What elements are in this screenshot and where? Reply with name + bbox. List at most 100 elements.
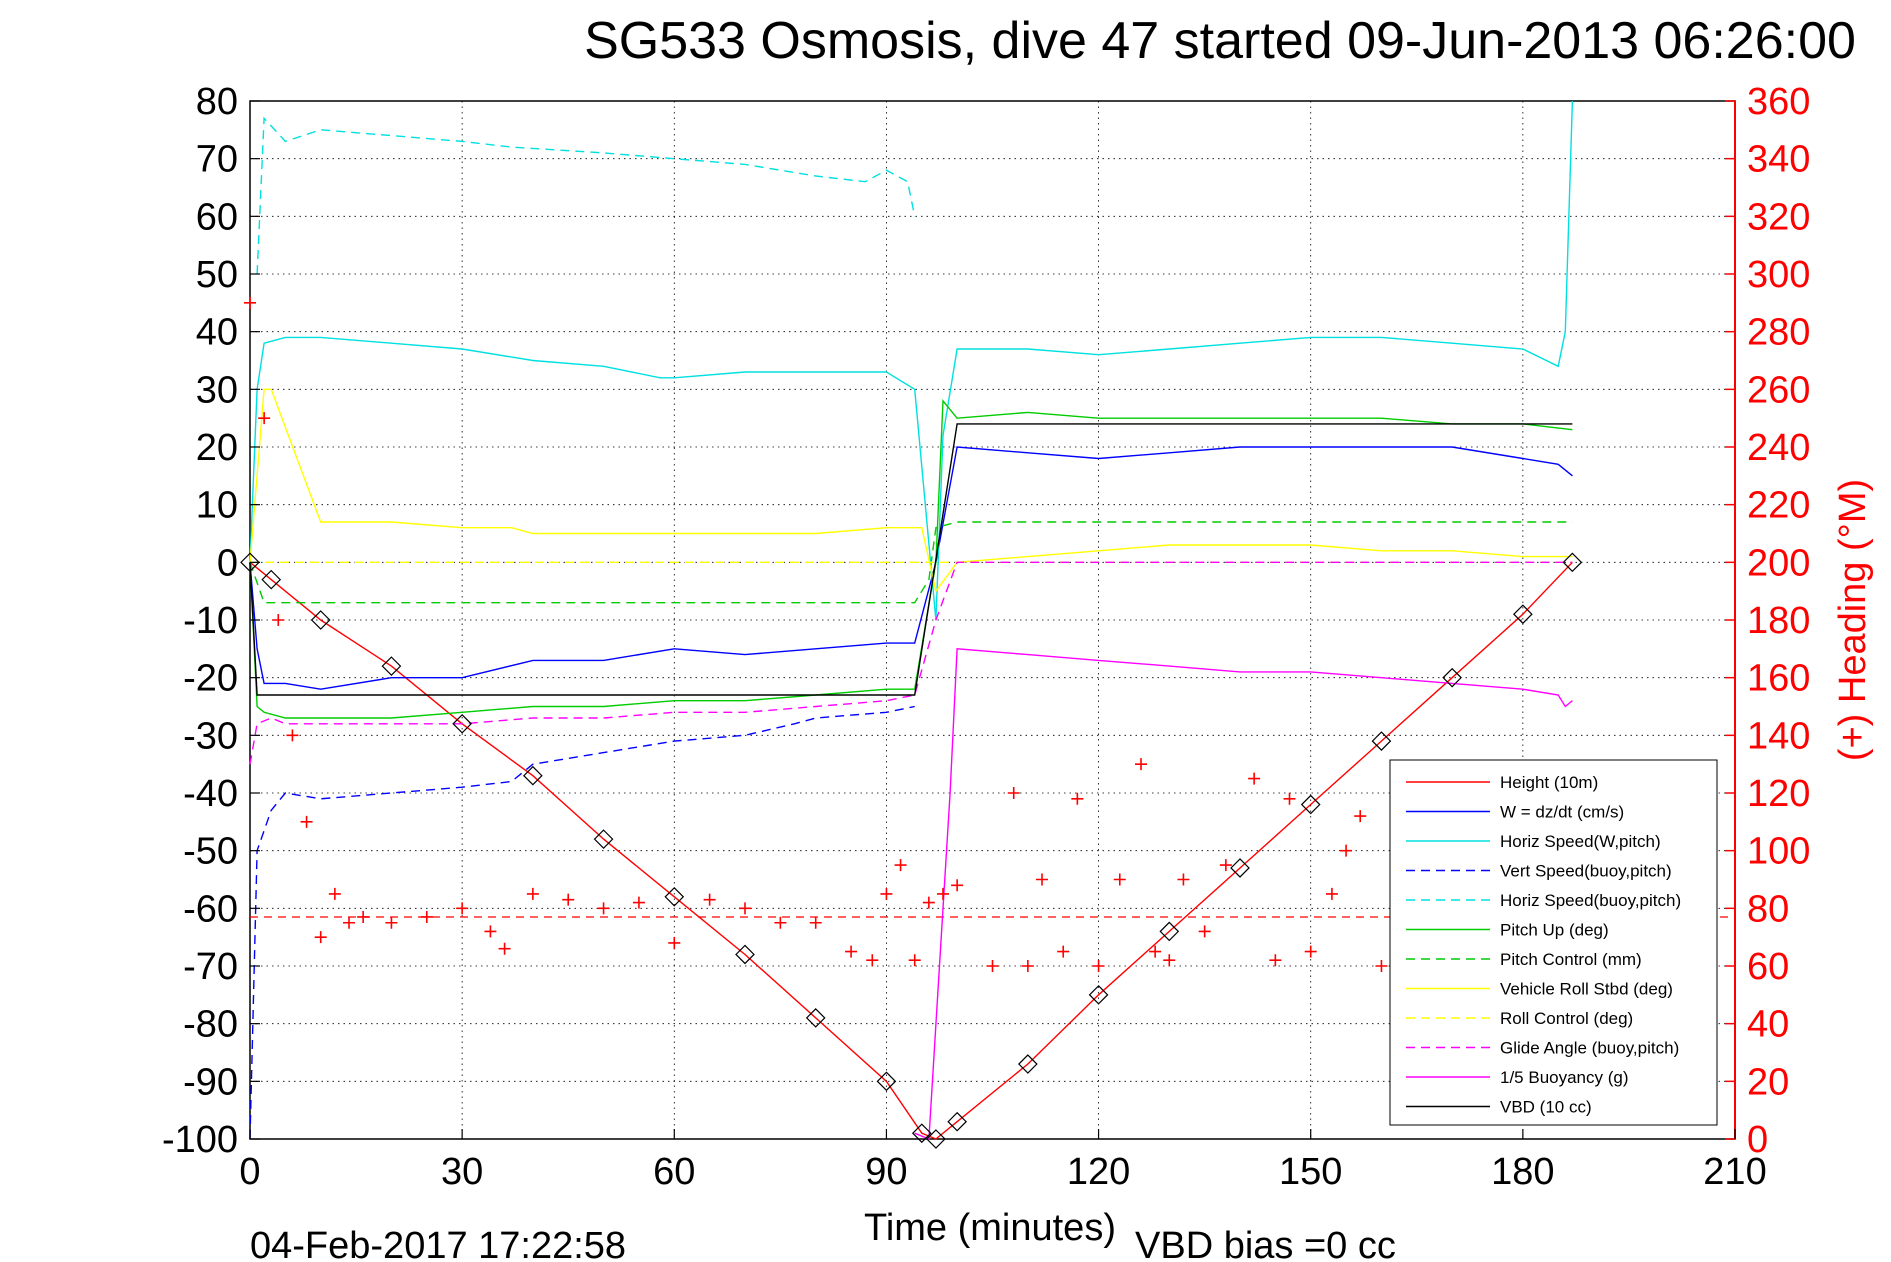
y-tick-label: 70 — [196, 139, 238, 181]
heading-marker — [1113, 873, 1126, 886]
heading-marker — [1375, 960, 1388, 972]
heading-marker — [456, 902, 469, 915]
heading-marker — [1269, 954, 1282, 967]
x-tick-label: 90 — [865, 1151, 907, 1193]
height-diamond-marker — [1562, 552, 1583, 573]
heading-marker — [385, 916, 398, 929]
heading-marker — [922, 896, 935, 909]
heading-marker — [1304, 945, 1317, 958]
y-tick-label: 30 — [196, 369, 238, 411]
heading-marker — [420, 910, 433, 923]
legend-label-vert-speed-buoy-pitch: Vert Speed(buoy,pitch) — [1500, 862, 1672, 881]
y2-tick-label: 20 — [1747, 1061, 1789, 1103]
legend-label-1-5-buoyancy-g: 1/5 Buoyancy (g) — [1500, 1068, 1629, 1087]
heading-marker — [597, 902, 610, 915]
right-y-axis-label: (+) Heading (°M) — [1832, 479, 1874, 761]
heading-marker — [1198, 925, 1211, 938]
series-vbd-10-cc — [249, 423, 1573, 696]
x-tick-label: 30 — [441, 1151, 483, 1193]
heading-marker — [1135, 758, 1147, 771]
y2-tick-label: 160 — [1747, 658, 1810, 700]
x-tick-label: 120 — [1067, 1151, 1130, 1193]
heading-marker — [986, 960, 999, 972]
heading-marker — [343, 916, 355, 929]
heading-marker — [300, 815, 313, 828]
heading-marker — [703, 893, 716, 906]
heading-marker — [1149, 945, 1162, 958]
y-tick-label: 60 — [196, 196, 238, 238]
heading-marker — [866, 954, 879, 967]
left-y-axis: -100-90-80-70-60-50-40-30-20-10010203040… — [162, 81, 260, 1161]
y-tick-label: -60 — [183, 888, 238, 930]
heading-marker — [357, 910, 370, 923]
legend-label-horiz-speed-buoy-pitch: Horiz Speed(buoy,pitch) — [1500, 891, 1681, 910]
y-tick-label: -90 — [183, 1061, 238, 1103]
y-tick-label: 40 — [196, 312, 238, 354]
chart-title: SG533 Osmosis, dive 47 started 09-Jun-20… — [584, 12, 1856, 70]
heading-marker — [1340, 844, 1353, 857]
y2-tick-label: 40 — [1747, 1004, 1789, 1046]
heading-marker — [498, 942, 511, 955]
y-tick-label: -10 — [183, 600, 238, 642]
heading-marker — [1007, 787, 1020, 799]
y-tick-label: -20 — [183, 658, 238, 700]
heading-marker — [774, 916, 787, 929]
heading-marker — [258, 412, 271, 425]
height-diamond-marker — [911, 1123, 932, 1144]
height-diamond-marker — [1442, 667, 1462, 688]
timestamp-footer: 04-Feb-2017 17:22:58 — [250, 1225, 626, 1262]
y-tick-label: -80 — [183, 1004, 238, 1046]
y-tick-label: -40 — [183, 773, 238, 815]
series-horiz-speed-buoy-pitch — [256, 116, 916, 275]
y2-tick-label: 300 — [1747, 254, 1810, 296]
legend-label-vbd-10-cc: VBD (10 cc) — [1500, 1098, 1592, 1117]
y2-tick-label: 100 — [1747, 831, 1810, 873]
heading-marker — [328, 887, 341, 900]
height-diamond-marker — [947, 1111, 967, 1132]
series-pitch-up-deg — [249, 399, 1573, 719]
y2-tick-label: 240 — [1747, 427, 1810, 469]
y2-tick-label: 0 — [1747, 1119, 1768, 1161]
heading-marker — [1248, 772, 1261, 785]
y2-tick-label: 60 — [1747, 946, 1789, 988]
heading-marker — [562, 893, 575, 906]
y2-tick-label: 220 — [1747, 485, 1810, 527]
right-y-axis: 0 20 40 60 80 100 120 140 160 180 200 220 240 260 280 3… — [1725, 81, 1810, 1161]
y-tick-label: 80 — [196, 81, 238, 123]
height-diamond-marker — [805, 1008, 826, 1028]
heading-marker — [951, 879, 964, 892]
y2-tick-label: 320 — [1747, 196, 1810, 238]
y-tick-label: 50 — [196, 254, 238, 296]
height-diamond-marker — [381, 656, 402, 676]
height-diamond-marker — [1300, 794, 1321, 815]
legend-label-horiz-speed-w-pitch: Horiz Speed(W,pitch) — [1500, 832, 1661, 851]
y2-tick-label: 360 — [1747, 81, 1810, 123]
vbd-bias-footer: VBD bias =0 cc — [1135, 1225, 1396, 1262]
x-tick-label: 210 — [1703, 1151, 1766, 1193]
x-axis: 0 30 60 90 120 150 180 210 — [239, 1129, 1767, 1193]
height-diamond-marker — [1159, 921, 1180, 942]
heading-marker — [1325, 887, 1338, 900]
heading-marker — [1163, 954, 1176, 967]
legend-label-roll-control-deg: Roll Control (deg) — [1500, 1009, 1633, 1028]
y2-tick-label: 340 — [1747, 139, 1810, 181]
heading-marker — [809, 916, 822, 929]
height-diamond-marker — [593, 829, 614, 849]
y-tick-label: -70 — [183, 946, 238, 988]
x-axis-label: Time (minutes) — [864, 1207, 1116, 1249]
heading-marker — [1354, 810, 1367, 823]
heading-marker — [526, 887, 539, 900]
y2-tick-label: 260 — [1747, 369, 1810, 411]
height-diamond-marker — [1018, 1054, 1038, 1074]
y-tick-label: -30 — [183, 715, 238, 757]
heading-marker — [484, 925, 497, 938]
heading-marker — [272, 614, 285, 626]
legend-label-pitch-up-deg: Pitch Up (deg) — [1500, 921, 1609, 940]
y-tick-label: 20 — [196, 427, 238, 469]
legend-label-w-dz-dt-cm-s: W = dz/dt (cm/s) — [1500, 803, 1624, 822]
heading-marker — [880, 887, 893, 900]
height-diamond-marker — [1230, 858, 1250, 878]
y2-tick-label: 140 — [1747, 715, 1810, 757]
y2-tick-label: 280 — [1747, 312, 1810, 354]
heading-marker — [1036, 873, 1048, 886]
